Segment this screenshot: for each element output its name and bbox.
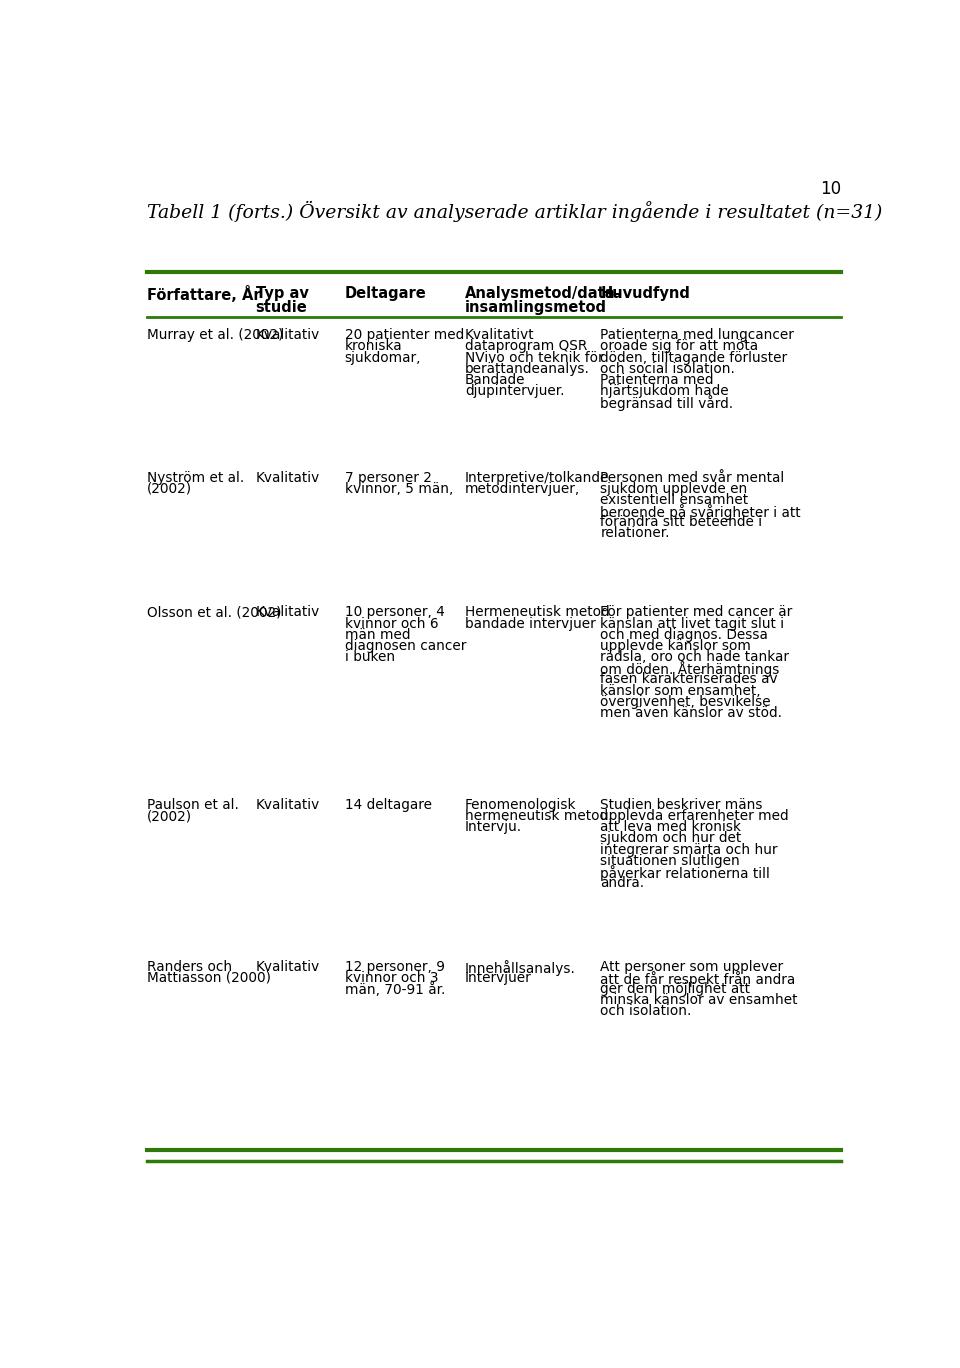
Text: Interpretive/tolkande: Interpretive/tolkande — [465, 471, 610, 484]
Text: 10: 10 — [820, 179, 841, 197]
Text: Typ av: Typ av — [255, 286, 308, 301]
Text: känslor som ensamhet,: känslor som ensamhet, — [601, 684, 761, 698]
Text: upplevde känslor som: upplevde känslor som — [601, 639, 752, 653]
Text: metodintervjuer,: metodintervjuer, — [465, 482, 580, 495]
Text: Olsson et al. (2002): Olsson et al. (2002) — [147, 606, 281, 620]
Text: Paulson et al.: Paulson et al. — [147, 798, 239, 811]
Text: hermeneutisk metod.: hermeneutisk metod. — [465, 808, 612, 824]
Text: män, 70-91 år.: män, 70-91 år. — [345, 982, 445, 997]
Text: Hermeneutisk metod: Hermeneutisk metod — [465, 606, 610, 620]
Text: och med diagnos. Dessa: och med diagnos. Dessa — [601, 628, 768, 642]
Text: Fenomenologisk: Fenomenologisk — [465, 798, 576, 811]
Text: Randers och: Randers och — [147, 959, 232, 974]
Text: (2002): (2002) — [147, 808, 192, 824]
Text: ger dem möjlighet att: ger dem möjlighet att — [601, 982, 751, 996]
Text: Patienterna med: Patienterna med — [601, 373, 714, 387]
Text: Analysmetod/data-: Analysmetod/data- — [465, 286, 621, 301]
Text: Deltagare: Deltagare — [345, 286, 426, 301]
Text: Intervju.: Intervju. — [465, 821, 522, 834]
Text: Mattiasson (2000): Mattiasson (2000) — [147, 971, 271, 985]
Text: Att personer som upplever: Att personer som upplever — [601, 959, 783, 974]
Text: insamlingsmetod: insamlingsmetod — [465, 300, 607, 315]
Text: kvinnor och 6: kvinnor och 6 — [345, 617, 439, 631]
Text: beroende på svårigheter i att: beroende på svårigheter i att — [601, 505, 802, 520]
Text: att de får respekt från andra: att de får respekt från andra — [601, 971, 796, 986]
Text: Murray et al. (2002): Murray et al. (2002) — [147, 328, 283, 342]
Text: män med: män med — [345, 628, 410, 642]
Text: 14 deltagare: 14 deltagare — [345, 798, 432, 811]
Text: Tabell 1 (forts.) Översikt av analyserade artiklar ingående i resultatet (n=31): Tabell 1 (forts.) Översikt av analyserad… — [147, 201, 882, 222]
Text: oroade sig för att möta: oroade sig för att möta — [601, 339, 758, 353]
Text: Studien beskriver mäns: Studien beskriver mäns — [601, 798, 763, 811]
Text: upplevda erfarenheter med: upplevda erfarenheter med — [601, 808, 789, 824]
Text: förändra sitt beteende i: förändra sitt beteende i — [601, 516, 762, 529]
Text: men även känslor av stöd.: men även känslor av stöd. — [601, 706, 782, 720]
Text: Kvalitativt: Kvalitativt — [465, 328, 535, 342]
Text: känslan att livet tagit slut i: känslan att livet tagit slut i — [601, 617, 784, 631]
Text: övergivenhet, besvikelse: övergivenhet, besvikelse — [601, 695, 771, 709]
Text: NVivo och teknik för: NVivo och teknik för — [465, 350, 604, 364]
Text: begränsad till vård.: begränsad till vård. — [601, 395, 733, 412]
Text: 12 personer, 9: 12 personer, 9 — [345, 959, 444, 974]
Text: att leva med kronisk: att leva med kronisk — [601, 821, 741, 834]
Text: Personen med svår mental: Personen med svår mental — [601, 471, 784, 484]
Text: diagnosen cancer: diagnosen cancer — [345, 639, 467, 653]
Text: Huvudfynd: Huvudfynd — [601, 286, 690, 301]
Text: sjukdomar,: sjukdomar, — [345, 350, 421, 364]
Text: kvinnor, 5 män,: kvinnor, 5 män, — [345, 482, 453, 495]
Text: Innehållsanalys.: Innehållsanalys. — [465, 959, 576, 975]
Text: Intervjuer: Intervjuer — [465, 971, 532, 985]
Text: om döden. Återhämtnings: om döden. Återhämtnings — [601, 661, 780, 677]
Text: Kvalitativ: Kvalitativ — [255, 798, 320, 811]
Text: Författare, År: Författare, År — [147, 286, 261, 302]
Text: Kvalitativ: Kvalitativ — [255, 606, 320, 620]
Text: relationer.: relationer. — [601, 527, 670, 540]
Text: 20 patienter med: 20 patienter med — [345, 328, 464, 342]
Text: sjukdom upplevde en: sjukdom upplevde en — [601, 482, 748, 495]
Text: integrerar smärta och hur: integrerar smärta och hur — [601, 843, 778, 856]
Text: studie: studie — [255, 300, 307, 315]
Text: fasen karakteriserades av: fasen karakteriserades av — [601, 672, 779, 687]
Text: rädsla, oro och hade tankar: rädsla, oro och hade tankar — [601, 650, 789, 663]
Text: situationen slutligen: situationen slutligen — [601, 854, 740, 867]
Text: Kvalitativ: Kvalitativ — [255, 328, 320, 342]
Text: Kvalitativ: Kvalitativ — [255, 471, 320, 484]
Text: sjukdom och hur det: sjukdom och hur det — [601, 832, 742, 845]
Text: påverkar relationerna till: påverkar relationerna till — [601, 865, 770, 881]
Text: andra.: andra. — [601, 876, 644, 891]
Text: existentiell ensamhet: existentiell ensamhet — [601, 492, 749, 508]
Text: 7 personer 2: 7 personer 2 — [345, 471, 432, 484]
Text: döden, tilltagande förluster: döden, tilltagande förluster — [601, 350, 787, 364]
Text: För patienter med cancer är: För patienter med cancer är — [601, 606, 793, 620]
Text: minska känslor av ensamhet: minska känslor av ensamhet — [601, 993, 798, 1007]
Text: i buken: i buken — [345, 650, 395, 663]
Text: Bandade: Bandade — [465, 373, 525, 387]
Text: Kvalitativ: Kvalitativ — [255, 959, 320, 974]
Text: dataprogram QSR: dataprogram QSR — [465, 339, 588, 353]
Text: Nyström et al.: Nyström et al. — [147, 471, 245, 484]
Text: hjärtsjukdom hade: hjärtsjukdom hade — [601, 384, 730, 398]
Text: och isolation.: och isolation. — [601, 1004, 692, 1018]
Text: djupintervjuer.: djupintervjuer. — [465, 384, 564, 398]
Text: (2002): (2002) — [147, 482, 192, 495]
Text: berättandeanalys.: berättandeanalys. — [465, 361, 589, 376]
Text: kroniska: kroniska — [345, 339, 402, 353]
Text: 10 personer, 4: 10 personer, 4 — [345, 606, 444, 620]
Text: Patienterna med lungcancer: Patienterna med lungcancer — [601, 328, 794, 342]
Text: bandade intervjuer: bandade intervjuer — [465, 617, 595, 631]
Text: kvinnor och 3: kvinnor och 3 — [345, 971, 439, 985]
Text: och social isolation.: och social isolation. — [601, 361, 735, 376]
